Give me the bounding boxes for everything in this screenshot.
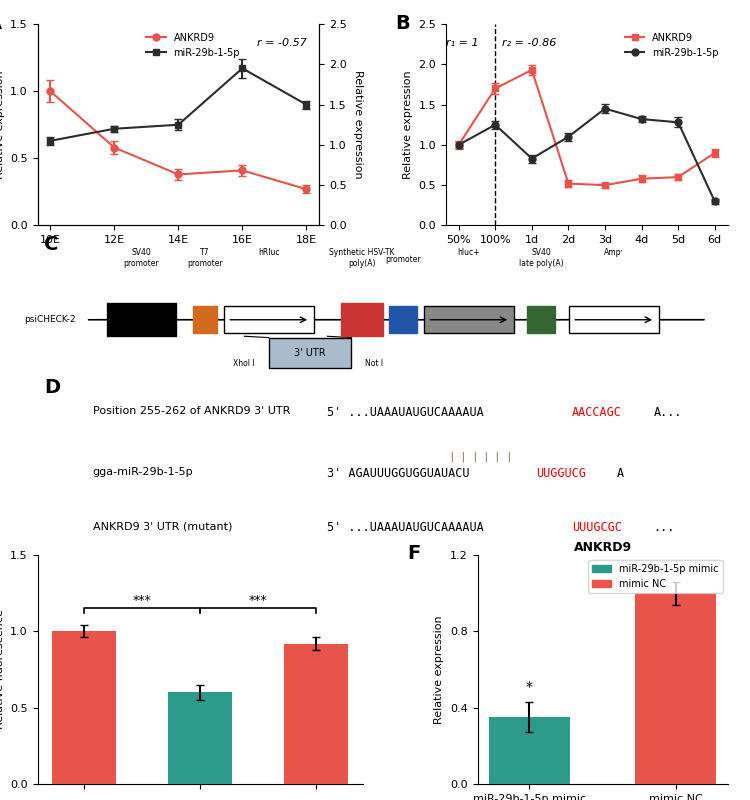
FancyBboxPatch shape: [568, 306, 658, 334]
Bar: [389, 306, 417, 334]
Y-axis label: Relative expression: Relative expression: [0, 70, 4, 179]
Bar: [168, 693, 232, 784]
Text: Not I: Not I: [365, 359, 383, 368]
Text: Ampʳ: Ampʳ: [604, 248, 623, 258]
Text: |: |: [505, 452, 512, 462]
Bar: [284, 643, 348, 784]
Text: ...: ...: [654, 522, 675, 534]
Text: T7
promoter: T7 promoter: [188, 248, 223, 268]
Text: |: |: [460, 452, 466, 462]
Text: hRluc: hRluc: [258, 248, 280, 258]
Text: 5' ...UAAAUAUGUCAAAAUA: 5' ...UAAAUAUGUCAAAAUA: [327, 406, 484, 419]
Legend: ANKRD9, miR-29b-1-5p: ANKRD9, miR-29b-1-5p: [621, 29, 723, 62]
Text: 3' AGAUUUGGUGGUAUACU: 3' AGAUUUGGUGGUAUACU: [327, 467, 470, 480]
Text: |: |: [448, 452, 454, 462]
Bar: [489, 718, 569, 784]
Text: |: |: [471, 452, 478, 462]
Text: F: F: [407, 544, 421, 562]
Text: Synthetic HSV-TK
poly(A): Synthetic HSV-TK poly(A): [329, 248, 394, 268]
Y-axis label: Relative fluorescence: Relative fluorescence: [0, 610, 4, 730]
Text: promoter: promoter: [386, 255, 421, 264]
Text: A...: A...: [654, 406, 682, 419]
FancyBboxPatch shape: [224, 306, 314, 334]
Text: UUGGUCG: UUGGUCG: [536, 467, 586, 480]
Text: ANKRD9 3' UTR (mutant): ANKRD9 3' UTR (mutant): [93, 522, 232, 531]
Legend: miR-29b-1-5p mimic, mimic NC: miR-29b-1-5p mimic, mimic NC: [588, 560, 723, 593]
Text: |: |: [494, 452, 500, 462]
Text: r₂ = -0.86: r₂ = -0.86: [503, 38, 556, 48]
Text: SV40
promoter: SV40 promoter: [123, 248, 159, 268]
Text: UUUGCGC: UUUGCGC: [572, 522, 622, 534]
Title: ANKRD9: ANKRD9: [574, 541, 632, 554]
FancyBboxPatch shape: [424, 306, 514, 334]
Text: A: A: [0, 14, 2, 33]
Text: *: *: [526, 680, 532, 694]
Bar: [527, 306, 555, 334]
Bar: [635, 594, 716, 784]
Text: r = -0.57: r = -0.57: [257, 38, 307, 48]
Text: XhoI I: XhoI I: [233, 359, 255, 368]
Text: r₁ = 1: r₁ = 1: [446, 38, 478, 48]
Text: C: C: [44, 234, 58, 254]
Text: SV40
late poly(A): SV40 late poly(A): [519, 248, 563, 268]
Text: hluc+: hluc+: [458, 248, 480, 258]
Text: |: |: [482, 452, 489, 462]
Y-axis label: Relative expression: Relative expression: [434, 615, 445, 724]
Text: D: D: [44, 378, 61, 397]
Y-axis label: Relative expression: Relative expression: [403, 70, 412, 179]
Text: B: B: [395, 14, 410, 33]
Text: ***: ***: [133, 594, 152, 607]
Bar: [53, 631, 116, 784]
Text: psiCHECK-2: psiCHECK-2: [24, 315, 76, 324]
Text: gga-miR-29b-1-5p: gga-miR-29b-1-5p: [93, 467, 194, 477]
FancyBboxPatch shape: [268, 338, 352, 368]
Bar: [193, 306, 217, 334]
Text: ***: ***: [248, 594, 267, 607]
Text: AACCAGC: AACCAGC: [572, 406, 622, 419]
Text: 3' UTR: 3' UTR: [294, 348, 326, 358]
Bar: [341, 303, 382, 336]
Y-axis label: Relative expression: Relative expression: [353, 70, 363, 179]
Legend: ANKRD9, miR-29b-1-5p: ANKRD9, miR-29b-1-5p: [142, 29, 244, 62]
Text: 5' ...UAAAUAUGUCAAAAUA: 5' ...UAAAUAUGUCAAAAUA: [327, 522, 484, 534]
Text: Position 255-262 of ANKRD9 3' UTR: Position 255-262 of ANKRD9 3' UTR: [93, 406, 290, 416]
Text: A: A: [617, 467, 624, 480]
